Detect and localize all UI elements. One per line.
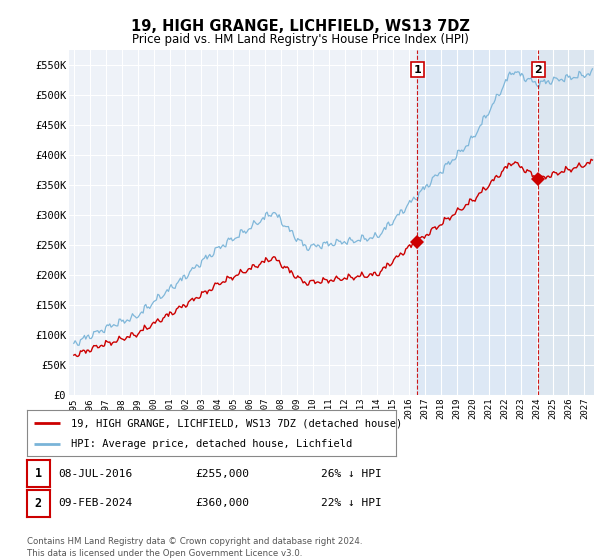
Bar — [538, 50, 594, 395]
Text: 2: 2 — [535, 64, 542, 74]
Text: Contains HM Land Registry data © Crown copyright and database right 2024.
This d: Contains HM Land Registry data © Crown c… — [27, 537, 362, 558]
Bar — [538, 50, 594, 395]
Text: 09-FEB-2024: 09-FEB-2024 — [58, 498, 133, 508]
Text: 1: 1 — [35, 467, 42, 480]
Bar — [417, 50, 538, 395]
Text: 19, HIGH GRANGE, LICHFIELD, WS13 7DZ: 19, HIGH GRANGE, LICHFIELD, WS13 7DZ — [131, 20, 469, 34]
Text: £360,000: £360,000 — [195, 498, 249, 508]
Text: 26% ↓ HPI: 26% ↓ HPI — [321, 469, 382, 479]
Text: 22% ↓ HPI: 22% ↓ HPI — [321, 498, 382, 508]
Text: Price paid vs. HM Land Registry's House Price Index (HPI): Price paid vs. HM Land Registry's House … — [131, 32, 469, 46]
Text: HPI: Average price, detached house, Lichfield: HPI: Average price, detached house, Lich… — [71, 438, 353, 449]
Text: 19, HIGH GRANGE, LICHFIELD, WS13 7DZ (detached house): 19, HIGH GRANGE, LICHFIELD, WS13 7DZ (de… — [71, 418, 403, 428]
Text: 08-JUL-2016: 08-JUL-2016 — [58, 469, 133, 479]
Text: £255,000: £255,000 — [195, 469, 249, 479]
Text: 2: 2 — [35, 497, 42, 510]
Text: 1: 1 — [413, 64, 421, 74]
